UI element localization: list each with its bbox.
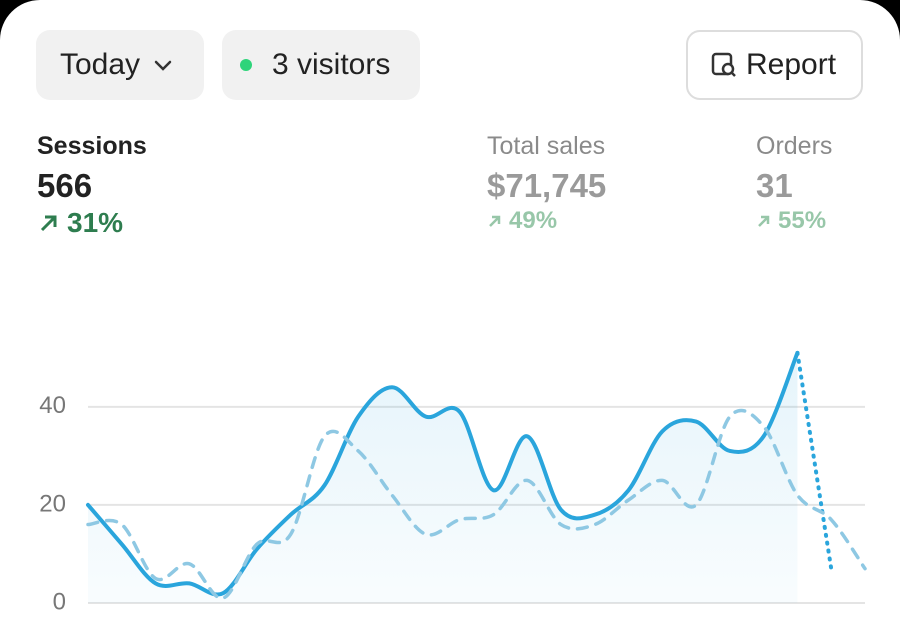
report-button[interactable]: Report (686, 30, 863, 100)
change-value: 55% (778, 207, 827, 234)
metric-change: 49% (487, 207, 606, 235)
change-value: 31% (67, 207, 124, 238)
chevron-icon (154, 60, 172, 71)
metric-change: 55% (756, 207, 832, 235)
report-icon (711, 52, 736, 77)
visitors-button[interactable]: 3 visitors (222, 30, 420, 100)
metric[interactable]: Orders 31 55% (756, 132, 832, 235)
metric-label: Total sales (487, 132, 606, 160)
y-tick-label: 40 (39, 392, 66, 419)
line (86, 408, 867, 600)
metric-value: $71,745 (487, 167, 607, 204)
metric-value: 31 (756, 167, 793, 204)
date-range-label: Today (60, 48, 141, 81)
report-label: Report (746, 48, 837, 81)
metric-value: 566 (37, 167, 93, 204)
metric-change: 31% (37, 207, 147, 239)
y-tick-label: 0 (53, 588, 66, 615)
arrow-icon (40, 215, 57, 232)
y-tick-label: 20 (39, 490, 66, 517)
date-range-button[interactable]: Today (36, 30, 204, 100)
change-value: 49% (509, 207, 558, 234)
line (795, 350, 834, 571)
live-dot (240, 59, 252, 71)
arrow-icon (758, 215, 770, 227)
metric[interactable]: Sessions 566 31% (37, 132, 147, 239)
arrow-icon (489, 215, 501, 227)
metric-label: Orders (756, 132, 833, 160)
metric-label: Sessions (37, 132, 147, 160)
metric[interactable]: Total sales $71,745 49% (487, 132, 606, 235)
visitors-label: 3 visitors (272, 48, 391, 81)
